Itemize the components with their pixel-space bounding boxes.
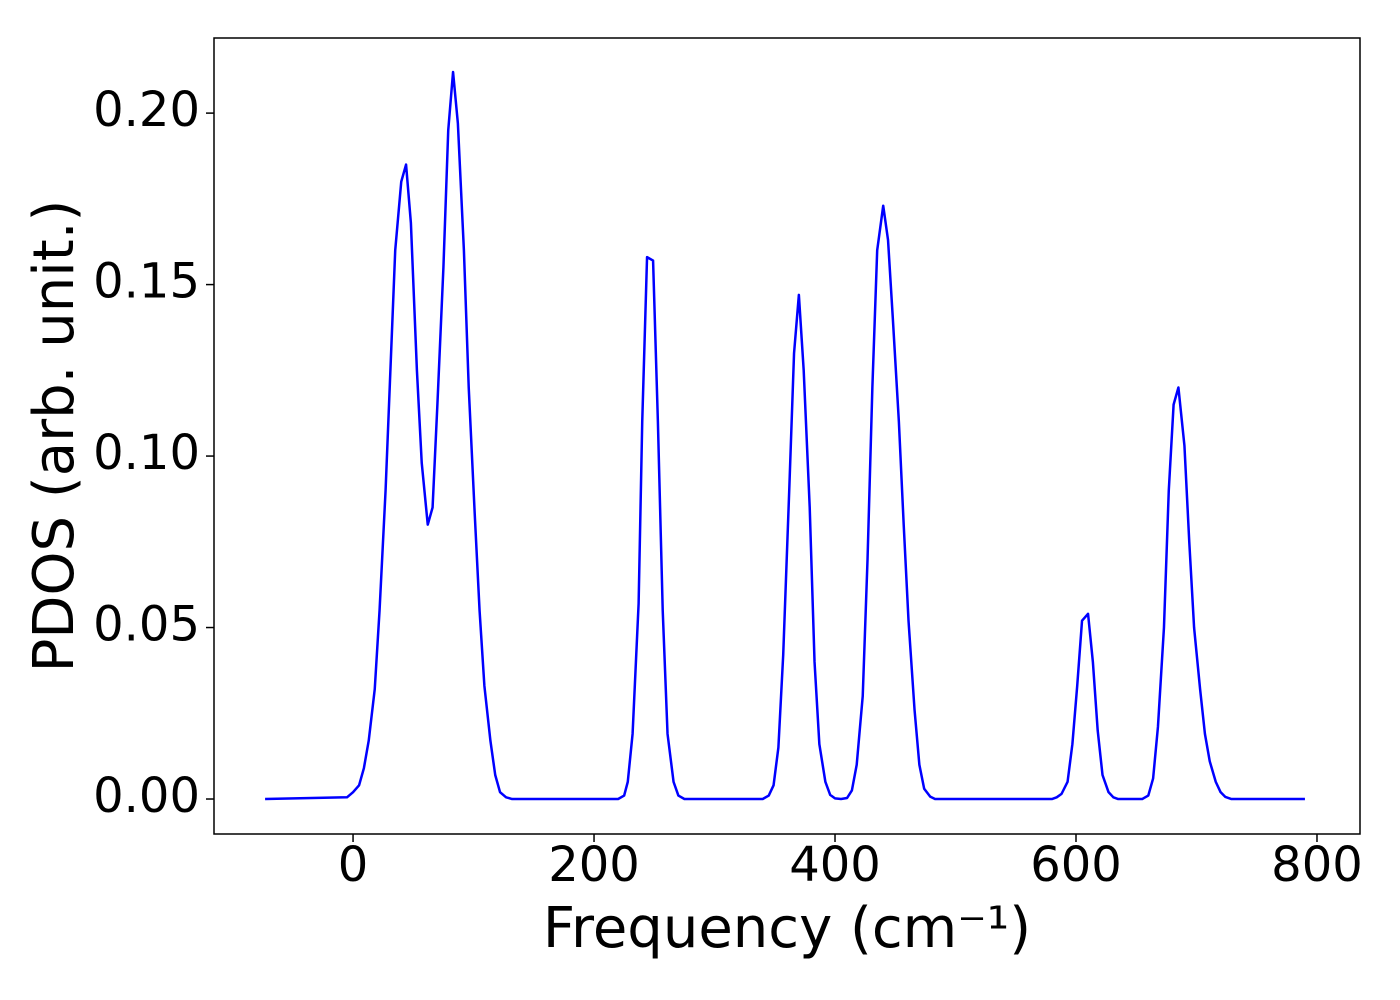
x-tick-label: 800 — [1271, 837, 1363, 893]
y-axis-label: PDOS (arb. unit.) — [22, 200, 87, 673]
x-tick-label: 200 — [548, 837, 640, 893]
y-tick-label: 0.15 — [93, 254, 200, 310]
y-tick-label: 0.10 — [93, 425, 200, 481]
x-axis-label: Frequency (cm⁻¹) — [543, 896, 1031, 961]
y-tick-label: 0.00 — [93, 768, 200, 824]
y-tick-label: 0.20 — [93, 82, 200, 138]
line-series — [265, 70, 1305, 801]
plot-frame — [213, 37, 1361, 835]
x-tick-label: 600 — [1030, 837, 1122, 893]
x-tick-label: 0 — [338, 837, 369, 893]
y-tick-label: 0.05 — [93, 597, 200, 653]
x-tick-label: 400 — [789, 837, 881, 893]
